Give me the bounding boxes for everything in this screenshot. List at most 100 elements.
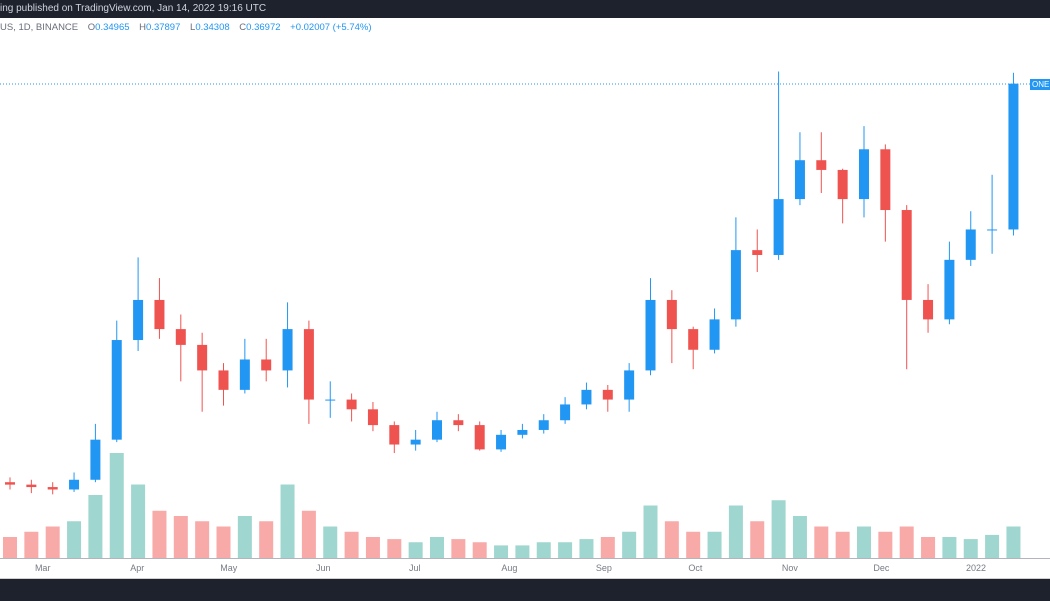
volume-bar — [237, 516, 252, 558]
candle-body — [624, 370, 635, 400]
candle-body — [90, 439, 101, 480]
volume-bar — [195, 521, 210, 558]
candle-body — [218, 370, 229, 390]
volume-bar — [707, 531, 722, 558]
candle-body — [944, 259, 955, 320]
candle-body — [752, 250, 763, 255]
bottom-bar — [0, 578, 1050, 601]
volume-bar — [173, 516, 188, 558]
candle-body — [47, 487, 58, 490]
volume-bar — [365, 537, 380, 558]
candle-body — [1008, 83, 1019, 230]
low-label: L — [190, 22, 196, 33]
time-axis[interactable]: Mar Apr May Jun Jul Aug Sep Oct Nov Dec 2022 — [0, 558, 1050, 579]
candle-body — [602, 389, 613, 400]
volume-bar — [728, 505, 743, 558]
candle-body — [261, 359, 272, 371]
candle-body — [859, 149, 869, 200]
volume-bar — [963, 539, 978, 558]
candle-body — [880, 149, 891, 211]
publish-bar: ing published on TradingView.com, Jan 14… — [0, 0, 1050, 18]
candle-body — [325, 399, 336, 401]
volume-bar — [1006, 526, 1021, 558]
candle-body — [410, 439, 421, 445]
volume-bar — [67, 521, 82, 558]
volume-bar — [664, 521, 679, 558]
volume-bar — [323, 526, 338, 558]
candle-body — [197, 344, 208, 371]
volume-bar — [771, 500, 786, 558]
volume-bar — [152, 510, 167, 558]
last-price-label: ONE — [1030, 79, 1050, 90]
volume-bar — [451, 539, 466, 558]
candle-body — [154, 299, 165, 330]
volume-bar — [430, 537, 444, 558]
volume-bar — [792, 516, 807, 558]
candle-body — [111, 340, 122, 440]
x-tick-label: Nov — [781, 563, 798, 573]
volume-bar — [24, 531, 39, 558]
close-value: 0.36972 — [246, 22, 281, 33]
volume-bar — [408, 542, 423, 558]
volume-bar — [600, 537, 615, 558]
candle-body — [453, 420, 464, 426]
candle-body — [496, 434, 507, 450]
candle-body — [5, 482, 15, 485]
volume-bar — [814, 526, 829, 558]
candle-body — [645, 299, 656, 371]
volume-bar — [301, 510, 316, 558]
volume-bar — [857, 526, 871, 558]
volume-bar — [899, 526, 914, 558]
candle-body — [474, 425, 485, 450]
candle-body — [923, 299, 934, 320]
x-tick-label: Jun — [316, 563, 331, 573]
volume-bar — [88, 495, 103, 558]
volume-bar — [515, 545, 530, 558]
candle-body — [773, 199, 784, 255]
candle-body — [709, 319, 720, 350]
candle-body — [688, 329, 699, 350]
volume-bar — [280, 484, 295, 558]
candle-body — [133, 299, 144, 341]
volume-bar — [344, 531, 359, 558]
volume-bar — [942, 537, 957, 558]
volume-bar — [878, 531, 893, 558]
candle-body — [794, 160, 805, 200]
x-tick-label: Sep — [595, 563, 612, 573]
candle-body — [538, 420, 549, 430]
candle-body — [560, 404, 571, 421]
candle-body — [965, 229, 976, 260]
candle-body — [901, 210, 912, 300]
candle-body — [346, 399, 357, 410]
candle-body — [730, 250, 741, 320]
candle-body — [517, 429, 528, 435]
candle-body — [432, 420, 442, 440]
symbol-legend: US, 1D, BINANCE O0.34965 H0.37897 L0.343… — [0, 22, 372, 33]
volume-bar — [536, 542, 551, 558]
candle-body — [581, 389, 592, 405]
x-tick-label: Jul — [409, 563, 421, 573]
high-label: H — [139, 22, 147, 33]
volume-bar — [472, 542, 487, 558]
volume-bar — [259, 521, 274, 558]
volume-bar — [985, 534, 1000, 558]
volume-bar — [3, 537, 17, 558]
x-tick-label: Aug — [501, 563, 518, 573]
open-label: O — [87, 22, 96, 33]
x-tick-label: 2022 — [965, 563, 987, 573]
high-value: 0.37897 — [146, 22, 181, 33]
volume-bar — [558, 542, 573, 558]
candle-body — [367, 409, 378, 426]
x-tick-label: Apr — [130, 563, 145, 573]
candle-body — [239, 359, 250, 390]
price-chart[interactable] — [0, 0, 1050, 558]
candle-body — [389, 425, 400, 445]
candle-body — [69, 479, 80, 490]
volume-bar — [216, 526, 231, 558]
candle-body — [175, 329, 186, 345]
volume-bar — [750, 521, 765, 558]
candle-body — [282, 329, 293, 371]
publish-info: ing published on TradingView.com, Jan 14… — [0, 3, 267, 14]
x-tick-label: Dec — [873, 563, 890, 573]
volume-bar — [45, 526, 60, 558]
